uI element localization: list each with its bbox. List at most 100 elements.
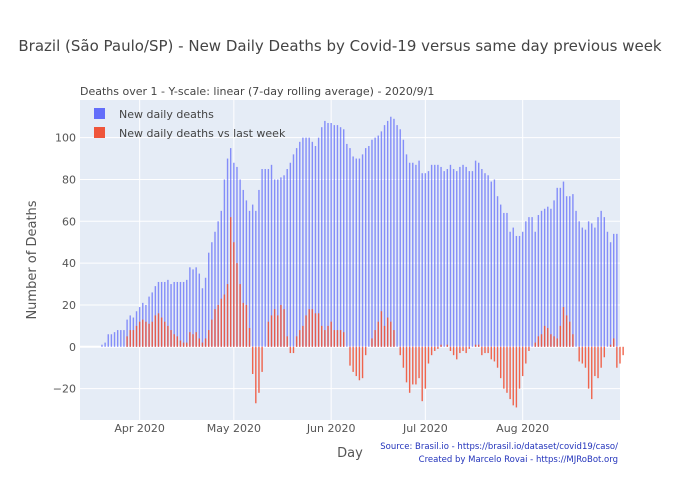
- bar-vs-last-week[interactable]: [179, 340, 182, 347]
- bar-new-daily-deaths[interactable]: [361, 154, 364, 347]
- bar-new-daily-deaths[interactable]: [201, 288, 204, 347]
- bar-vs-last-week[interactable]: [132, 330, 135, 347]
- bar-vs-last-week[interactable]: [578, 346, 580, 362]
- bar-vs-last-week[interactable]: [594, 346, 596, 377]
- bar-new-daily-deaths[interactable]: [374, 137, 376, 347]
- bar-vs-last-week[interactable]: [496, 346, 499, 368]
- bar-new-daily-deaths[interactable]: [412, 162, 414, 347]
- bar-new-daily-deaths[interactable]: [534, 231, 536, 347]
- bar-new-daily-deaths[interactable]: [493, 179, 496, 347]
- bar-new-daily-deaths[interactable]: [317, 137, 320, 347]
- bar-vs-last-week[interactable]: [270, 315, 273, 347]
- bar-new-daily-deaths[interactable]: [104, 342, 106, 347]
- bar-new-daily-deaths[interactable]: [528, 217, 530, 347]
- bar-vs-last-week[interactable]: [138, 321, 141, 347]
- bar-new-daily-deaths[interactable]: [120, 330, 122, 347]
- bar-new-daily-deaths[interactable]: [186, 279, 188, 347]
- bar-vs-last-week[interactable]: [164, 321, 166, 347]
- bar-vs-last-week[interactable]: [421, 346, 423, 402]
- bar-new-daily-deaths[interactable]: [584, 229, 587, 347]
- bar-new-daily-deaths[interactable]: [594, 227, 596, 347]
- bar-vs-last-week[interactable]: [195, 332, 197, 347]
- bar-new-daily-deaths[interactable]: [239, 179, 241, 347]
- bar-new-daily-deaths[interactable]: [537, 215, 540, 347]
- bar-vs-last-week[interactable]: [371, 338, 373, 347]
- bar-new-daily-deaths[interactable]: [603, 217, 606, 347]
- bar-new-daily-deaths[interactable]: [358, 158, 361, 347]
- bar-new-daily-deaths[interactable]: [280, 177, 282, 347]
- bar-vs-last-week[interactable]: [129, 330, 131, 347]
- bar-vs-last-week[interactable]: [220, 298, 222, 347]
- bar-vs-last-week[interactable]: [484, 346, 486, 354]
- bar-new-daily-deaths[interactable]: [302, 137, 304, 347]
- bar-new-daily-deaths[interactable]: [123, 330, 125, 347]
- bar-new-daily-deaths[interactable]: [299, 141, 301, 347]
- bar-new-daily-deaths[interactable]: [434, 164, 436, 347]
- bar-new-daily-deaths[interactable]: [565, 196, 568, 347]
- bar-new-daily-deaths[interactable]: [490, 181, 492, 347]
- bar-new-daily-deaths[interactable]: [600, 210, 602, 347]
- bar-vs-last-week[interactable]: [622, 346, 624, 356]
- bar-vs-last-week[interactable]: [145, 321, 147, 347]
- bar-vs-last-week[interactable]: [584, 346, 587, 368]
- bar-new-daily-deaths[interactable]: [503, 212, 505, 347]
- bar-vs-last-week[interactable]: [311, 309, 314, 347]
- bar-new-daily-deaths[interactable]: [515, 235, 518, 347]
- bar-new-daily-deaths[interactable]: [182, 281, 185, 347]
- bar-vs-last-week[interactable]: [333, 330, 336, 347]
- bar-vs-last-week[interactable]: [399, 346, 401, 356]
- bar-new-daily-deaths[interactable]: [396, 125, 398, 347]
- bar-vs-last-week[interactable]: [440, 344, 442, 347]
- bar-new-daily-deaths[interactable]: [223, 179, 226, 347]
- bar-new-daily-deaths[interactable]: [556, 187, 558, 347]
- bar-new-daily-deaths[interactable]: [597, 217, 599, 347]
- bar-vs-last-week[interactable]: [556, 338, 558, 347]
- bar-vs-last-week[interactable]: [255, 346, 257, 404]
- bar-vs-last-week[interactable]: [540, 334, 543, 347]
- bar-vs-last-week[interactable]: [339, 330, 342, 347]
- bar-new-daily-deaths[interactable]: [393, 118, 395, 347]
- bar-vs-last-week[interactable]: [217, 304, 219, 347]
- bar-new-daily-deaths[interactable]: [471, 171, 474, 347]
- bar-vs-last-week[interactable]: [245, 304, 248, 347]
- bar-vs-last-week[interactable]: [321, 325, 323, 347]
- bar-new-daily-deaths[interactable]: [261, 169, 263, 347]
- bar-vs-last-week[interactable]: [305, 315, 307, 347]
- bar-new-daily-deaths[interactable]: [283, 175, 285, 347]
- bar-vs-last-week[interactable]: [434, 346, 436, 351]
- bar-new-daily-deaths[interactable]: [424, 173, 427, 347]
- bar-vs-last-week[interactable]: [324, 330, 326, 347]
- bar-new-daily-deaths[interactable]: [343, 129, 345, 347]
- bar-new-daily-deaths[interactable]: [368, 146, 370, 347]
- bar-new-daily-deaths[interactable]: [267, 169, 270, 347]
- bar-new-daily-deaths[interactable]: [531, 217, 533, 347]
- bar-new-daily-deaths[interactable]: [273, 179, 276, 347]
- bar-new-daily-deaths[interactable]: [390, 116, 392, 347]
- bar-vs-last-week[interactable]: [503, 346, 505, 389]
- bar-vs-last-week[interactable]: [236, 263, 238, 347]
- bar-vs-last-week[interactable]: [277, 315, 279, 347]
- bar-new-daily-deaths[interactable]: [295, 148, 298, 347]
- bar-new-daily-deaths[interactable]: [214, 231, 216, 347]
- bar-new-daily-deaths[interactable]: [575, 210, 577, 347]
- bar-vs-last-week[interactable]: [456, 346, 458, 360]
- bar-vs-last-week[interactable]: [208, 330, 210, 347]
- bar-vs-last-week[interactable]: [292, 346, 295, 354]
- bar-vs-last-week[interactable]: [349, 346, 351, 366]
- bar-new-daily-deaths[interactable]: [449, 164, 452, 347]
- bar-new-daily-deaths[interactable]: [308, 137, 310, 347]
- bar-vs-last-week[interactable]: [214, 309, 216, 347]
- bar-new-daily-deaths[interactable]: [211, 242, 213, 347]
- bar-new-daily-deaths[interactable]: [525, 221, 527, 347]
- bar-new-daily-deaths[interactable]: [452, 169, 455, 347]
- bar-vs-last-week[interactable]: [258, 346, 260, 393]
- bar-new-daily-deaths[interactable]: [587, 221, 590, 347]
- bar-vs-last-week[interactable]: [352, 346, 354, 372]
- bar-vs-last-week[interactable]: [186, 342, 188, 347]
- bar-new-daily-deaths[interactable]: [421, 173, 423, 347]
- bar-vs-last-week[interactable]: [412, 346, 414, 385]
- bar-new-daily-deaths[interactable]: [402, 139, 405, 347]
- bar-vs-last-week[interactable]: [581, 346, 584, 364]
- bar-new-daily-deaths[interactable]: [616, 233, 618, 347]
- bar-vs-last-week[interactable]: [408, 346, 411, 393]
